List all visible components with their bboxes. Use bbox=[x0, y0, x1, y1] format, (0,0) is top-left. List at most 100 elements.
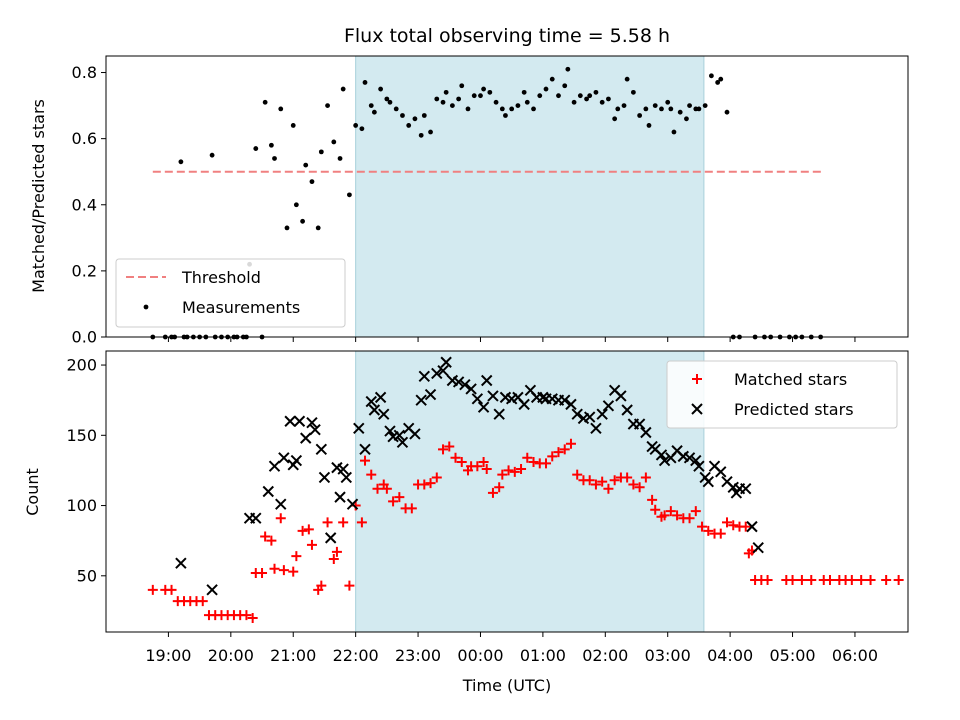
data-point bbox=[362, 80, 368, 85]
predicted-point bbox=[658, 454, 671, 467]
predicted-point bbox=[655, 449, 668, 461]
data-point bbox=[400, 113, 405, 118]
matched-point bbox=[275, 513, 286, 524]
legend-box bbox=[115, 258, 346, 328]
predicted-point bbox=[633, 418, 646, 430]
matched-point bbox=[166, 584, 177, 595]
y-tick-label: 0.8 bbox=[72, 63, 97, 82]
data-point bbox=[606, 96, 611, 102]
matched-point bbox=[628, 479, 639, 490]
matched-point bbox=[728, 520, 739, 531]
matched-point bbox=[356, 517, 367, 528]
matched-point bbox=[522, 452, 533, 463]
matched-point bbox=[553, 447, 564, 458]
matched-point bbox=[722, 517, 733, 528]
y-tick-label: 0.0 bbox=[72, 328, 97, 347]
matched-point bbox=[547, 451, 558, 462]
matched-point bbox=[590, 479, 601, 490]
predicted-point bbox=[477, 401, 490, 413]
ratio-panel: Matched/Predicted stars 0.0 0.2 0.4 0.6 0.8 T… bbox=[29, 55, 909, 347]
predicted-point bbox=[309, 423, 321, 436]
data-point bbox=[637, 113, 643, 118]
series-matched-stars bbox=[147, 438, 904, 623]
predicted-point bbox=[334, 491, 346, 503]
predicted-point bbox=[418, 370, 431, 382]
predicted-point bbox=[437, 364, 449, 377]
plot-frame bbox=[105, 350, 909, 633]
data-point bbox=[315, 225, 321, 231]
predicted-point bbox=[465, 383, 477, 395]
data-point bbox=[584, 96, 589, 102]
data-point bbox=[421, 113, 427, 118]
data-point bbox=[646, 123, 652, 128]
predicted-point bbox=[365, 395, 377, 408]
matched-point bbox=[881, 575, 892, 586]
data-point bbox=[587, 93, 593, 99]
matched-point bbox=[856, 575, 867, 586]
matched-point bbox=[247, 612, 258, 623]
y-tick-label: 0.6 bbox=[72, 129, 97, 148]
x-tick-label: 02:00 bbox=[582, 646, 628, 665]
matched-point bbox=[647, 494, 658, 505]
predicted-point bbox=[318, 471, 331, 484]
matched-point bbox=[494, 482, 505, 493]
predicted-point bbox=[602, 400, 615, 412]
matched-point bbox=[338, 517, 349, 528]
ratio-y-axis-title: Matched/Predicted stars bbox=[29, 99, 48, 293]
matched-point bbox=[516, 464, 527, 475]
data-point bbox=[549, 76, 555, 82]
matched-point bbox=[444, 441, 455, 452]
y-tick-label: 200 bbox=[66, 356, 97, 375]
y-tick-label: 50 bbox=[77, 566, 97, 585]
matched-point bbox=[456, 456, 467, 467]
predicted-point bbox=[518, 398, 530, 411]
predicted-point bbox=[590, 422, 602, 434]
matched-point bbox=[659, 510, 670, 521]
matched-point bbox=[266, 535, 277, 546]
data-point bbox=[543, 86, 549, 92]
data-point bbox=[340, 86, 346, 92]
legend-predicted-swatch bbox=[691, 403, 703, 415]
data-point bbox=[428, 129, 433, 135]
data-point bbox=[300, 218, 305, 224]
data-point bbox=[393, 106, 399, 112]
matched-point bbox=[806, 575, 817, 586]
matched-point bbox=[360, 455, 371, 466]
data-point bbox=[696, 106, 702, 112]
matched-point bbox=[472, 461, 483, 472]
data-point bbox=[290, 123, 296, 128]
y-tick-label: 150 bbox=[66, 426, 97, 445]
series-predicted-stars bbox=[175, 356, 764, 596]
predicted-point bbox=[565, 398, 577, 411]
predicted-point bbox=[459, 379, 471, 391]
data-point bbox=[724, 109, 730, 115]
predicted-point bbox=[702, 475, 714, 488]
matched-point bbox=[331, 546, 342, 557]
matched-point bbox=[344, 580, 355, 591]
matched-point bbox=[559, 444, 570, 455]
data-point bbox=[406, 123, 412, 128]
data-point bbox=[359, 126, 365, 132]
predicted-point bbox=[752, 541, 764, 554]
y-tick-label: 0.4 bbox=[72, 195, 97, 214]
matched-point bbox=[388, 496, 399, 507]
x-tick-label: 04:00 bbox=[707, 646, 753, 665]
data-point bbox=[531, 106, 536, 112]
predicted-point bbox=[431, 367, 443, 380]
data-point bbox=[387, 99, 393, 105]
predicted-point bbox=[206, 584, 218, 596]
matched-point bbox=[197, 596, 208, 607]
data-point bbox=[702, 103, 708, 108]
predicted-point bbox=[715, 466, 727, 478]
x-tick-label: 00:00 bbox=[457, 646, 503, 665]
matched-point bbox=[297, 525, 308, 536]
data-point bbox=[571, 99, 577, 105]
data-point bbox=[665, 99, 671, 105]
data-point bbox=[487, 89, 493, 95]
data-point bbox=[684, 116, 689, 122]
matched-point bbox=[634, 482, 645, 493]
predicted-point bbox=[175, 557, 187, 569]
matched-point bbox=[622, 472, 633, 483]
data-point bbox=[443, 89, 449, 95]
predicted-point bbox=[493, 408, 505, 420]
